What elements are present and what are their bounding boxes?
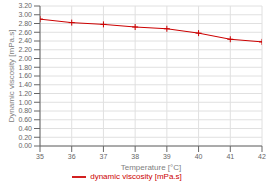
svg-text:2.20: 2.20: [18, 46, 32, 53]
svg-text:3.00: 3.00: [18, 11, 32, 18]
svg-text:0.20: 0.20: [18, 134, 32, 141]
svg-text:Temperature [°C]: Temperature [°C]: [121, 163, 182, 172]
svg-text:1.80: 1.80: [18, 64, 32, 71]
svg-text:2.60: 2.60: [18, 29, 32, 36]
svg-text:2.40: 2.40: [18, 37, 32, 44]
svg-text:36: 36: [68, 153, 76, 160]
svg-text:39: 39: [163, 153, 171, 160]
svg-text:1.60: 1.60: [18, 72, 32, 79]
svg-text:2.80: 2.80: [18, 20, 32, 27]
svg-text:1.20: 1.20: [18, 90, 32, 97]
svg-text:1.00: 1.00: [18, 99, 32, 106]
html-text:dynamic viscosity [mPa.s]: dynamic viscosity [mPa.s]: [90, 172, 182, 182]
svg-text:0.60: 0.60: [18, 116, 32, 123]
svg-text:0.80: 0.80: [18, 107, 32, 114]
svg-text:41: 41: [226, 153, 234, 160]
svg-text:40: 40: [195, 153, 203, 160]
svg-text:0.40: 0.40: [18, 125, 32, 132]
svg-text:3.20: 3.20: [18, 2, 32, 9]
svg-text:37: 37: [100, 153, 108, 160]
svg-text:38: 38: [131, 153, 139, 160]
svg-text:35: 35: [36, 153, 44, 160]
svg-text:0.00: 0.00: [18, 142, 32, 149]
svg-text:2.00: 2.00: [18, 55, 32, 62]
svg-text:42: 42: [258, 153, 266, 160]
svg-text:Dynamic viscosity [mPa.s]: Dynamic viscosity [mPa.s]: [8, 30, 16, 123]
svg-text:1.40: 1.40: [18, 81, 32, 88]
